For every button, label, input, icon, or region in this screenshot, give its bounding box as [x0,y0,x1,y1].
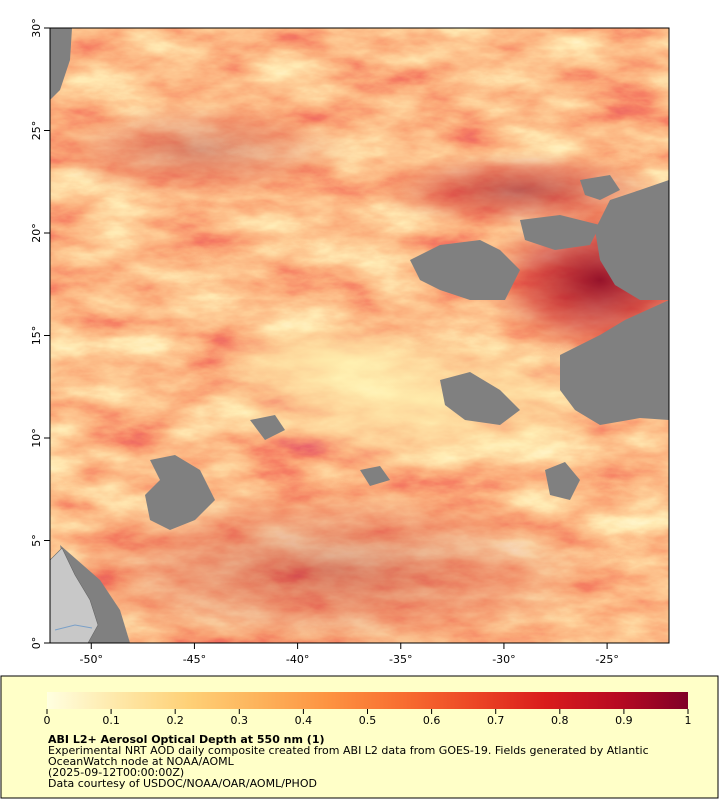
caption-line: OceanWatch node at NOAA/AOML [48,755,235,768]
dust-plume [370,150,669,230]
colorbar-tick-label: 0.5 [359,714,377,727]
map-image [50,28,669,643]
river [54,624,93,631]
colorbar-tick-label: 1 [685,714,692,727]
caption-title: ABI L2+ Aerosol Optical Depth at 550 nm … [48,733,325,746]
land-south-america [50,547,99,643]
caption-line: Experimental NRT AOD daily composite cre… [48,744,649,757]
caption-line: (2025-09-12T00:00:00Z) [48,766,184,779]
low-aod-region [210,320,450,400]
colorbar-tick-label: 0 [44,714,51,727]
y-tick-label: 25° [30,121,43,141]
x-tick-label: -30° [492,653,515,666]
y-tick-label: 20° [30,223,43,243]
dust-plume [50,480,630,643]
y-tick-label: 30° [30,18,43,38]
x-tick-label: -50° [80,653,103,666]
colorbar-tick-label: 0.2 [166,714,184,727]
y-tick-label: 10° [30,428,43,448]
y-tick-label: 0° [30,637,43,650]
colorbar-tick-label: 0.6 [423,714,441,727]
colorbar [47,692,688,709]
colorbar-tick-label: 0.9 [615,714,633,727]
dust-plume [50,100,360,200]
x-tick-label: -40° [286,653,309,666]
y-tick-label: 5° [30,534,43,547]
cloud-mask [50,28,669,643]
colorbar-tick-label: 0.3 [231,714,249,727]
colorbar-tick-label: 0.7 [487,714,505,727]
x-tick-label: -25° [595,653,618,666]
colorbar-tick-label: 0.1 [102,714,120,727]
x-tick-label: -35° [389,653,412,666]
colorbar-tick-label: 0.4 [295,714,313,727]
axes: -50° -45° -40° -35° -30° -25° 0° 5° 10° 15° 20° 25°… [30,18,619,666]
caption-line: Data courtesy of USDOC/NOAA/OAR/AOML/PHO… [48,777,317,790]
colorbar-axis: 0 0.1 0.2 0.3 0.4 0.5 0.6 0.7 0.8 0.9 1 [44,709,692,727]
x-tick-label: -45° [183,653,206,666]
colorbar-tick-label: 0.8 [551,714,569,727]
y-tick-label: 15° [30,326,43,346]
